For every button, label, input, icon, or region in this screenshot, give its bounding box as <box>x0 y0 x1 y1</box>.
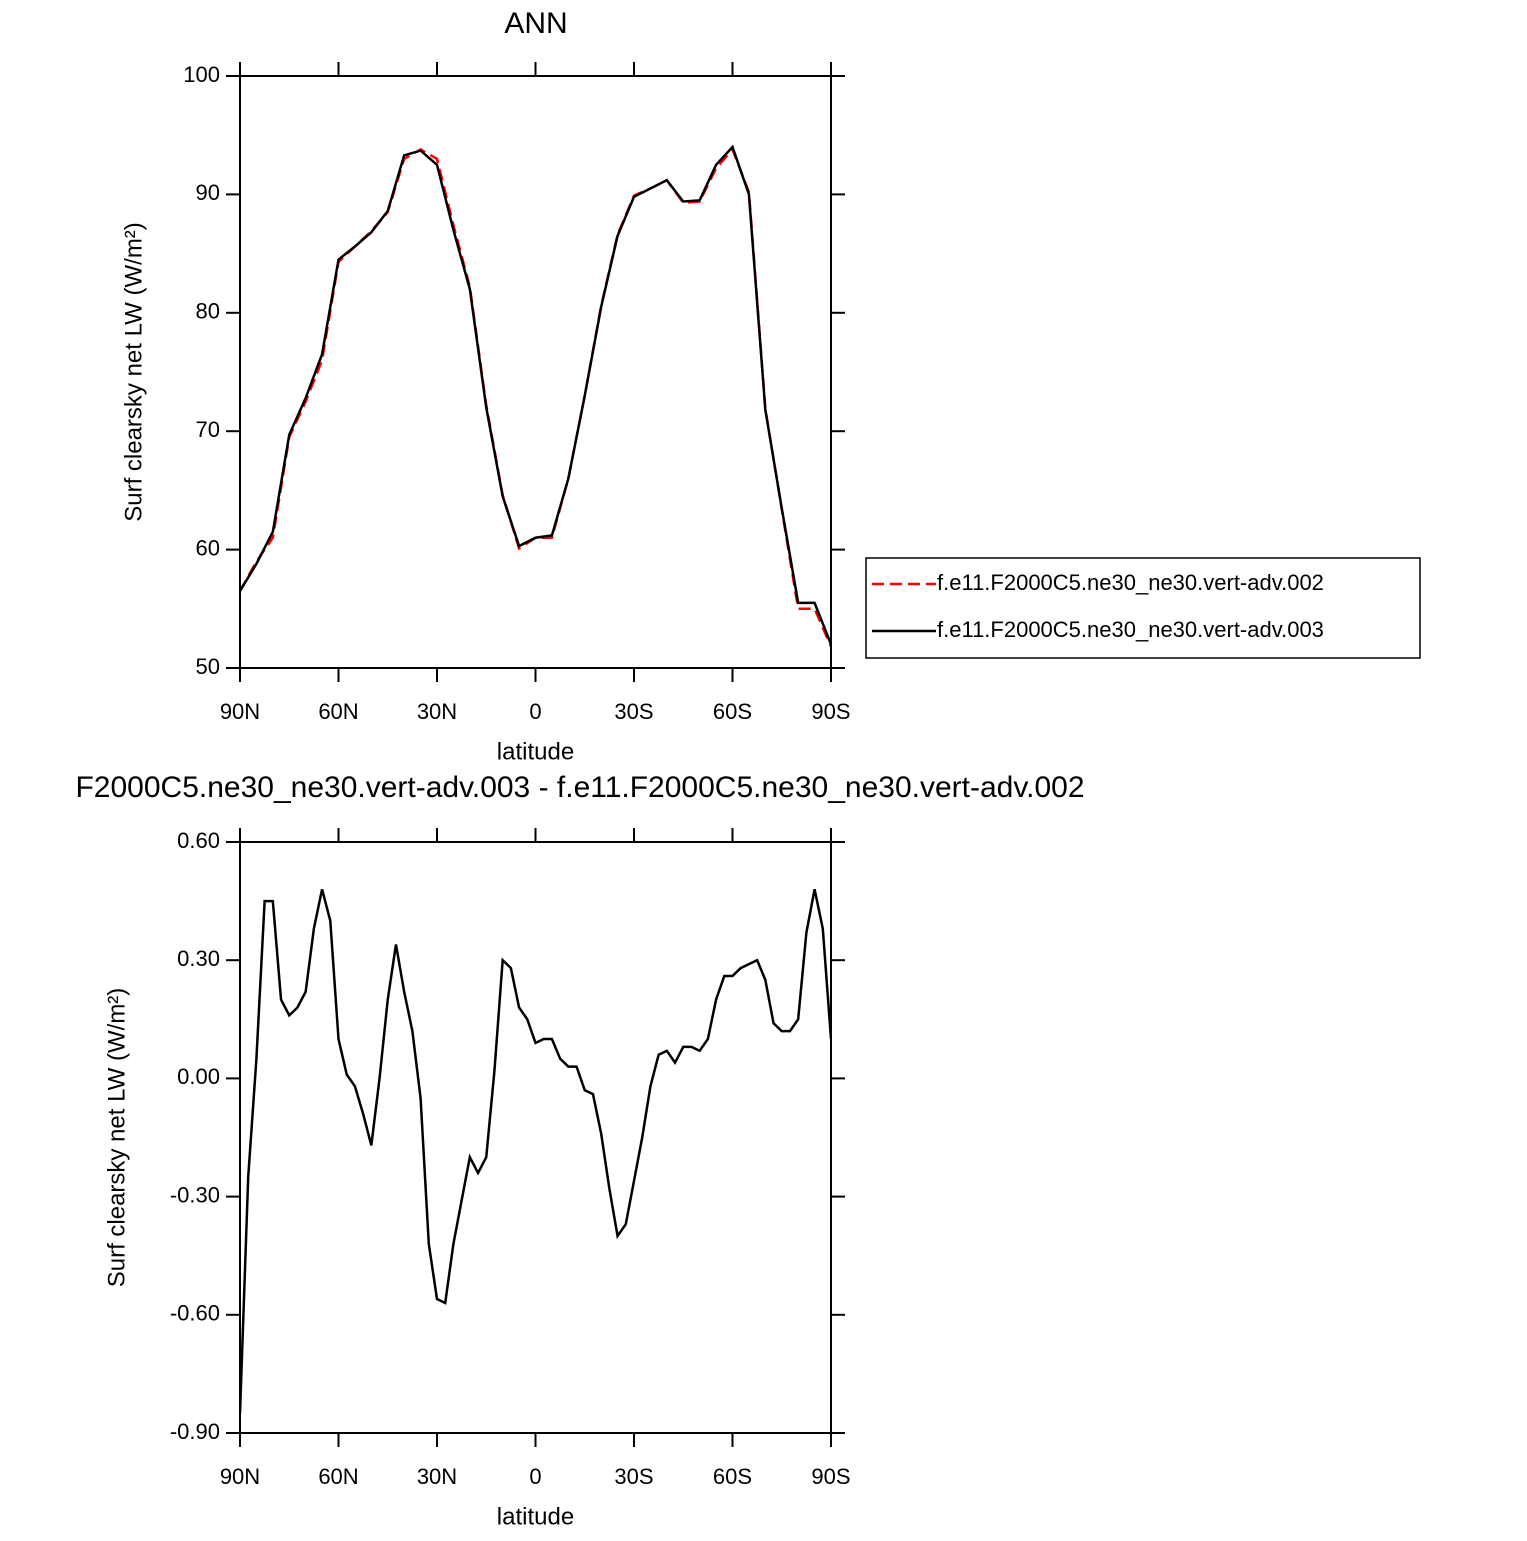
x-tick-label: 60S <box>713 699 752 724</box>
y-axis-label: Surf clearsky net LW (W/m²) <box>103 988 130 1288</box>
y-tick-label: 70 <box>196 417 220 442</box>
x-tick-label: 90S <box>811 699 850 724</box>
legend-label: f.e11.F2000C5.ne30_ne30.vert-adv.003 <box>937 617 1324 642</box>
x-tick-label: 30S <box>614 699 653 724</box>
x-tick-label: 90N <box>220 699 260 724</box>
x-tick-label: 30N <box>417 1464 457 1489</box>
x-tick-label: 30N <box>417 699 457 724</box>
x-tick-label: 30S <box>614 1464 653 1489</box>
x-tick-label: 60N <box>318 1464 358 1489</box>
plot-frame <box>239 841 832 1434</box>
y-tick-label: 90 <box>196 180 220 205</box>
chart-title: ANN <box>504 7 567 40</box>
x-axis-label: latitude <box>497 738 574 765</box>
y-tick-label: -0.60 <box>170 1301 220 1326</box>
legend-label: f.e11.F2000C5.ne30_ne30.vert-adv.002 <box>937 570 1324 595</box>
x-tick-label: 60S <box>713 1464 752 1489</box>
x-tick-label: 60N <box>318 699 358 724</box>
legend-box <box>865 557 1421 659</box>
y-tick-label: 100 <box>183 62 220 87</box>
y-tick-label: -0.30 <box>170 1182 220 1207</box>
data-line <box>240 144 831 645</box>
x-tick-label: 0 <box>529 1464 541 1489</box>
y-tick-label: 0.30 <box>177 946 220 971</box>
y-tick-label: -0.90 <box>170 1419 220 1444</box>
y-tick-label: 0.60 <box>177 828 220 853</box>
y-tick-label: 0.00 <box>177 1064 220 1089</box>
y-tick-label: 60 <box>196 535 220 560</box>
y-axis-label: Surf clearsky net LW (W/m²) <box>120 222 147 522</box>
x-tick-label: 0 <box>529 699 541 724</box>
x-tick-label: 90N <box>220 1464 260 1489</box>
y-tick-label: 50 <box>196 654 220 679</box>
data-line <box>240 888 831 1414</box>
x-tick-label: 90S <box>811 1464 850 1489</box>
plot-frame <box>239 75 832 669</box>
data-line <box>240 147 831 648</box>
chart-title: F2000C5.ne30_ne30.vert-adv.003 - f.e11.F… <box>75 771 1084 804</box>
x-axis-label: latitude <box>497 1503 574 1530</box>
y-tick-label: 80 <box>196 299 220 324</box>
